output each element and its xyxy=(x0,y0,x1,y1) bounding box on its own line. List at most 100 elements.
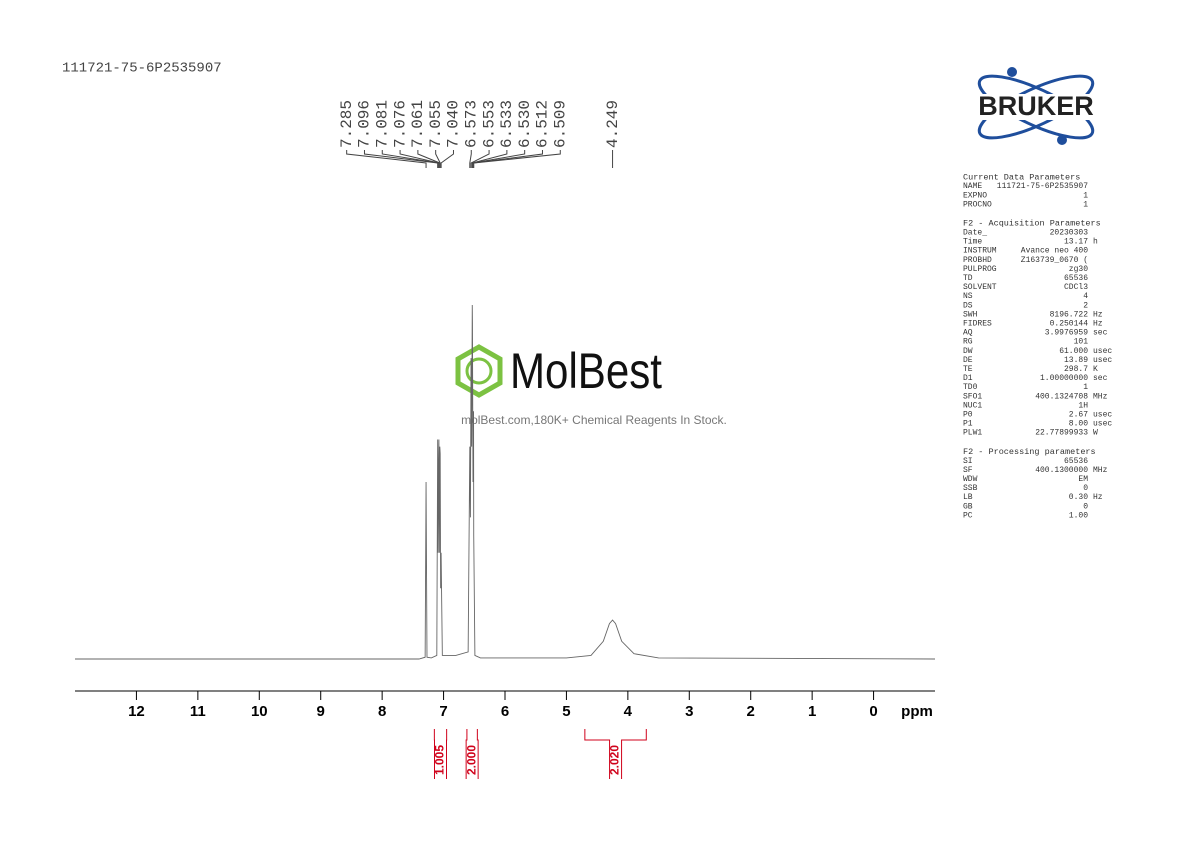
peak-label: 6.512 xyxy=(534,100,552,148)
parameter-value: 8196.722 xyxy=(1050,310,1089,319)
logo-orbit xyxy=(977,74,1095,140)
parameter-value: 1 xyxy=(1083,191,1088,200)
parameter-name: P1 xyxy=(963,420,973,429)
parameter-name: DE xyxy=(963,356,973,365)
parameter-name: Date_ xyxy=(963,229,987,238)
parameter-name: SOLVENT xyxy=(963,283,997,292)
peak-connector xyxy=(473,150,561,168)
parameter-unit: h xyxy=(1093,238,1098,247)
parameter-value: 22.77899933 xyxy=(1035,429,1088,438)
parameter-value: 13.17 xyxy=(1064,238,1088,247)
sample-id: 111721-75-6P2535907 xyxy=(62,61,222,77)
x-tick-label: 11 xyxy=(190,703,206,720)
parameter-value: 1H xyxy=(1078,401,1088,410)
parameter-name: DW xyxy=(963,347,973,356)
parameter-value: 2.67 xyxy=(1069,411,1088,420)
parameter-value: 0 xyxy=(1083,502,1088,511)
peak-connector xyxy=(470,150,490,168)
parameter-name: AQ xyxy=(963,329,973,338)
parameter-value: CDCl3 xyxy=(1064,283,1088,292)
peak-label: 6.509 xyxy=(551,100,569,148)
parameter-name: NUC1 xyxy=(963,401,982,410)
x-tick-label: 2 xyxy=(747,703,755,720)
parameter-section-title: Current Data Parameters xyxy=(963,172,1080,182)
parameter-name: WDW xyxy=(963,475,978,484)
integral-label: 1.005 xyxy=(433,745,447,775)
integral-label: 2.020 xyxy=(608,745,622,775)
peak-connector xyxy=(440,150,454,168)
parameter-name: INSTRUM xyxy=(963,247,997,256)
parameter-unit: usec xyxy=(1093,347,1112,356)
parameter-name: PC xyxy=(963,511,973,520)
peak-label: 6.553 xyxy=(480,100,498,148)
parameter-value: 1 xyxy=(1083,200,1088,209)
parameter-name: SWH xyxy=(963,310,978,319)
parameter-value: 2 xyxy=(1083,301,1088,310)
spectrum-line xyxy=(75,304,936,660)
parameter-unit: usec xyxy=(1093,356,1112,365)
parameter-value: 8.00 xyxy=(1069,420,1088,429)
watermark: MolBest molBest.com,180K+ Chemical Reage… xyxy=(455,343,727,427)
parameter-name: DS xyxy=(963,301,973,310)
parameter-name: TD0 xyxy=(963,383,978,392)
logo-dot xyxy=(1057,135,1067,145)
peak-label: 6.533 xyxy=(498,100,516,148)
peak-label: 6.573 xyxy=(462,100,480,148)
parameter-name: PLW1 xyxy=(963,429,982,438)
x-tick-label: 1 xyxy=(808,703,816,720)
parameter-value: 298.7 xyxy=(1064,365,1088,374)
parameter-unit: W xyxy=(1093,429,1098,438)
peak-label: 7.061 xyxy=(409,100,427,148)
x-tick-label: 7 xyxy=(439,703,447,720)
parameter-value: Z163739_0670 ( xyxy=(1021,256,1088,265)
x-tick-label: 8 xyxy=(378,703,386,720)
parameter-value: 111721-75-6P2535907 xyxy=(997,182,1088,191)
parameter-value: 3.9976959 xyxy=(1045,329,1088,338)
parameter-name: LB xyxy=(963,493,973,502)
parameter-value: 13.89 xyxy=(1064,356,1088,365)
x-tick-label: 10 xyxy=(251,703,268,720)
logo-dot xyxy=(1007,67,1017,77)
x-tick-label: 5 xyxy=(562,703,570,720)
integral-label: 2.000 xyxy=(464,745,478,775)
parameter-name: EXPNO xyxy=(963,191,987,200)
parameter-name: SF xyxy=(963,466,973,475)
parameter-name: GB xyxy=(963,502,973,511)
parameter-name: SFO1 xyxy=(963,392,982,401)
peak-connector xyxy=(363,150,439,168)
peak-connector xyxy=(346,150,427,168)
parameter-unit: Hz xyxy=(1093,493,1103,502)
parameter-name: TD xyxy=(963,274,973,283)
parameter-name: D1 xyxy=(963,374,973,383)
parameter-value: 65536 xyxy=(1064,457,1088,466)
parameter-value: 65536 xyxy=(1064,274,1088,283)
peak-label: 6.530 xyxy=(516,100,534,148)
logo-orbit xyxy=(977,74,1095,140)
parameter-unit: sec xyxy=(1093,329,1108,338)
parameter-name: PROCNO xyxy=(963,200,992,209)
parameter-value: 0 xyxy=(1083,484,1088,493)
peak-connector xyxy=(469,150,472,168)
x-tick-label: 0 xyxy=(869,703,877,720)
x-tick-label: 12 xyxy=(128,703,145,720)
x-tick-label: 6 xyxy=(501,703,509,720)
peak-label: 7.096 xyxy=(356,100,374,148)
parameter-unit: K xyxy=(1093,365,1098,374)
peak-label: 7.040 xyxy=(445,100,463,148)
watermark-tagline: molBest.com,180K+ Chemical Reagents In S… xyxy=(461,413,727,427)
watermark-icon xyxy=(465,357,493,385)
watermark-icon xyxy=(455,344,503,398)
peak-label: 7.055 xyxy=(427,100,445,148)
parameter-value: Avance neo 400 xyxy=(1021,247,1088,256)
parameter-name: NAME xyxy=(963,182,982,191)
parameter-name: RG xyxy=(963,338,973,347)
parameter-name: Time xyxy=(963,238,982,247)
parameter-unit: usec xyxy=(1093,411,1112,420)
parameter-value: 1.00 xyxy=(1069,511,1088,520)
logo-backdrop xyxy=(958,94,1114,120)
peak-connector xyxy=(399,150,440,168)
peak-label: 7.081 xyxy=(373,100,391,148)
